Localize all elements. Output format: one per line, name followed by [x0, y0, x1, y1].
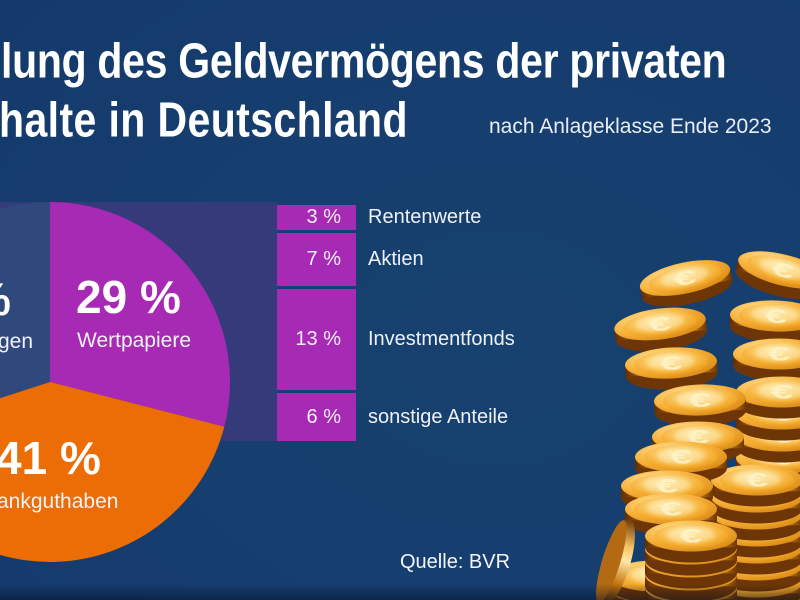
breakdown-label-aktien: Aktien: [368, 247, 424, 270]
versicherungen-name-label: gen: [0, 330, 34, 353]
page-title-line1: lung des Geldvermögens der privaten: [1, 33, 727, 89]
bottom-vignette: [0, 584, 800, 600]
bankguthaben-name-label: ankguthaben: [0, 490, 119, 513]
breakdown-box-rentenwerte: 3 %: [277, 205, 356, 230]
page-title-line2: halte in Deutschland: [0, 92, 408, 148]
breakdown-value: 3 %: [306, 205, 341, 228]
breakdown-box-aktien: 7 %: [277, 232, 356, 286]
breakdown-value: 6 %: [306, 405, 341, 428]
breakdown-value: 7 %: [306, 247, 341, 270]
breakdown-label-rentenwerte: Rentenwerte: [368, 205, 482, 228]
versicherungen-value-label: %: [0, 272, 11, 326]
wertpapiere-name-label: Wertpapiere: [77, 329, 192, 352]
breakdown-box-investmentfonds: 13 %: [277, 289, 356, 390]
breakdown-label-investmentfonds: Investmentfonds: [368, 328, 515, 350]
bankguthaben-value-label: 41 %: [0, 432, 101, 484]
page-subtitle: nach Anlageklasse Ende 2023: [489, 115, 772, 138]
wertpapiere-value-label: 29 %: [76, 271, 181, 323]
breakdown-label-sonstige: sonstige Anteile: [368, 405, 509, 428]
breakdown-box-sonstige: 6 %: [277, 393, 356, 441]
source-text: Quelle: BVR: [400, 551, 511, 573]
breakdown-value: 13 %: [295, 328, 341, 350]
